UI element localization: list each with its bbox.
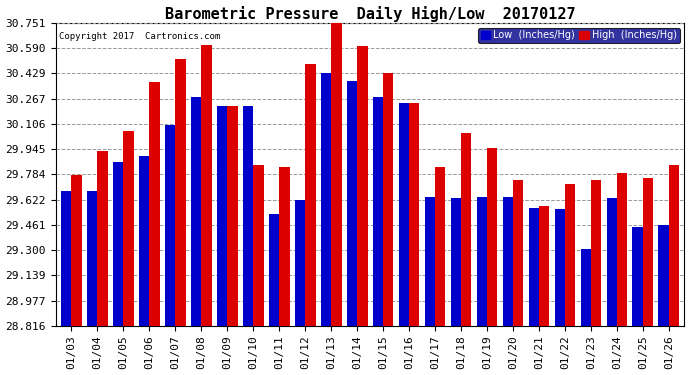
Bar	[357, 46, 368, 326]
Bar	[97, 152, 108, 326]
Bar	[124, 131, 134, 326]
Bar	[201, 45, 212, 326]
Bar	[243, 106, 253, 326]
Bar	[580, 249, 591, 326]
Bar	[217, 106, 227, 326]
Bar	[435, 167, 446, 326]
Bar	[71, 175, 81, 326]
Bar	[555, 209, 565, 326]
Bar	[295, 200, 305, 326]
Bar	[175, 59, 186, 326]
Bar	[669, 165, 679, 326]
Bar	[191, 96, 201, 326]
Bar	[331, 23, 342, 326]
Bar	[591, 180, 601, 326]
Bar	[424, 197, 435, 326]
Bar	[529, 208, 539, 326]
Bar	[347, 81, 357, 326]
Bar	[487, 148, 497, 326]
Bar	[565, 184, 575, 326]
Bar	[165, 125, 175, 326]
Bar	[617, 173, 627, 326]
Bar	[409, 103, 420, 326]
Bar	[373, 96, 383, 326]
Bar	[139, 156, 149, 326]
Bar	[451, 198, 461, 326]
Bar	[61, 190, 71, 326]
Bar	[279, 167, 290, 326]
Title: Barometric Pressure  Daily High/Low  20170127: Barometric Pressure Daily High/Low 20170…	[165, 6, 575, 21]
Bar	[633, 226, 643, 326]
Bar	[513, 180, 524, 326]
Bar	[87, 190, 97, 326]
Bar	[607, 198, 617, 326]
Bar	[253, 165, 264, 326]
Bar	[502, 197, 513, 326]
Bar	[539, 206, 549, 326]
Bar	[461, 133, 471, 326]
Bar	[227, 106, 237, 326]
Bar	[477, 197, 487, 326]
Bar	[149, 82, 159, 326]
Text: Copyright 2017  Cartronics.com: Copyright 2017 Cartronics.com	[59, 32, 220, 41]
Legend: Low  (Inches/Hg), High  (Inches/Hg): Low (Inches/Hg), High (Inches/Hg)	[478, 28, 680, 44]
Bar	[383, 73, 393, 326]
Bar	[643, 178, 653, 326]
Bar	[269, 214, 279, 326]
Bar	[305, 64, 315, 326]
Bar	[321, 73, 331, 326]
Bar	[399, 103, 409, 326]
Bar	[658, 225, 669, 326]
Bar	[113, 162, 124, 326]
